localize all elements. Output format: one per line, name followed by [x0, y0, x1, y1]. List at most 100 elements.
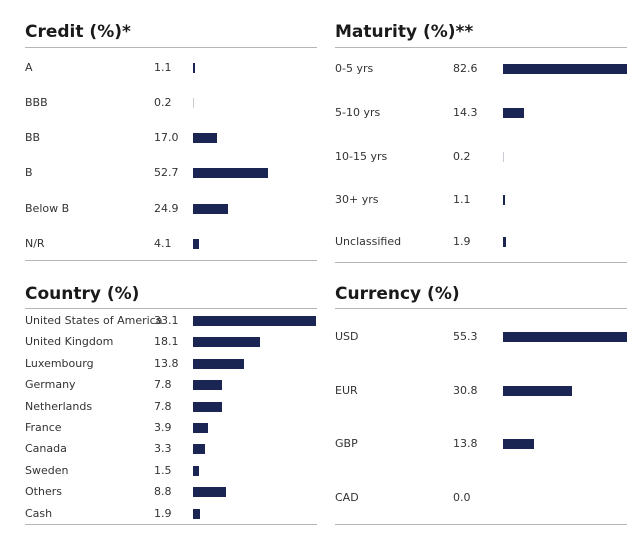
credit-value-label: 4.1 [154, 237, 172, 250]
credit-row: BBB 0.2 [25, 96, 317, 110]
credit-title: Credit (%)* [25, 22, 131, 42]
country-category-label: United Kingdom [25, 335, 114, 348]
maturity-bottom-rule [335, 262, 627, 263]
maturity-category-label: 10-15 yrs [335, 150, 388, 163]
credit-bar [193, 204, 229, 214]
country-value-label: 3.9 [154, 421, 172, 434]
maturity-bar [503, 237, 506, 247]
country-value-label: 13.8 [154, 357, 179, 370]
credit-value-label: 17.0 [154, 131, 179, 144]
country-category-label: Cash [25, 507, 53, 520]
maturity-category-label: 5-10 yrs [335, 106, 381, 119]
maturity-bar [503, 64, 627, 74]
country-value-label: 33.1 [154, 314, 179, 327]
country-row: Netherlands 7.8 [25, 400, 317, 414]
currency-bar [503, 439, 534, 449]
country-row: Sweden 1.5 [25, 464, 317, 478]
currency-row: EUR 30.8 [335, 384, 627, 398]
currency-row: GBP 13.8 [335, 437, 627, 451]
country-title: Country (%) [25, 284, 140, 304]
credit-title-rule [25, 47, 317, 48]
country-value-label: 3.3 [154, 442, 172, 455]
maturity-category-label: 0-5 yrs [335, 62, 374, 75]
currency-category-label: GBP [335, 437, 358, 450]
credit-bar [193, 168, 268, 178]
maturity-bar [503, 195, 505, 205]
maturity-value-label: 14.3 [453, 106, 478, 119]
currency-bar [503, 386, 572, 396]
currency-bar [503, 332, 627, 342]
credit-value-label: 24.9 [154, 202, 179, 215]
country-row: United States of America 33.1 [25, 314, 317, 328]
country-row: Luxembourg 13.8 [25, 357, 317, 371]
country-bar [193, 402, 223, 412]
country-bottom-rule [25, 524, 317, 525]
country-bar [193, 487, 226, 497]
maturity-value-label: 82.6 [453, 62, 478, 75]
maturity-title-rule [335, 47, 627, 48]
credit-category-label: BB [25, 131, 41, 144]
credit-bar [193, 239, 199, 249]
country-row: Germany 7.8 [25, 378, 317, 392]
maturity-bar [503, 108, 525, 118]
country-bar [193, 466, 199, 476]
maturity-value-label: 0.2 [453, 150, 471, 163]
maturity-value-label: 1.9 [453, 235, 471, 248]
maturity-row: Unclassified 1.9 [335, 235, 627, 249]
credit-row: B 52.7 [25, 166, 317, 180]
credit-row: Below B 24.9 [25, 202, 317, 216]
country-row: Others 8.8 [25, 485, 317, 499]
maturity-row: 5-10 yrs 14.3 [335, 106, 627, 120]
country-bar [193, 509, 201, 519]
country-row: Canada 3.3 [25, 442, 317, 456]
maturity-category-label: 30+ yrs [335, 193, 379, 206]
credit-row: BB 17.0 [25, 131, 317, 145]
country-value-label: 1.5 [154, 464, 172, 477]
credit-bar [193, 98, 194, 108]
currency-row: USD 55.3 [335, 330, 627, 344]
country-row: France 3.9 [25, 421, 317, 435]
country-value-label: 7.8 [154, 378, 172, 391]
credit-bar [193, 133, 218, 143]
country-title-rule [25, 308, 317, 309]
credit-bottom-rule [25, 260, 317, 261]
maturity-bar [503, 152, 504, 162]
country-bar [193, 380, 223, 390]
maturity-title: Maturity (%)** [335, 22, 474, 42]
currency-value-label: 13.8 [453, 437, 478, 450]
country-category-label: Others [25, 485, 62, 498]
credit-row: A 1.1 [25, 61, 317, 75]
currency-category-label: EUR [335, 384, 358, 397]
currency-title: Currency (%) [335, 284, 460, 304]
country-bar [193, 444, 206, 454]
country-value-label: 1.9 [154, 507, 172, 520]
credit-category-label: BBB [25, 96, 48, 109]
country-category-label: Germany [25, 378, 76, 391]
currency-title-rule [335, 308, 627, 309]
currency-panel: Currency (%) USD 55.3 EUR 30.8 GBP 13.8 CAD 0.0 [335, 284, 627, 526]
credit-category-label: N/R [25, 237, 45, 250]
credit-bar [193, 63, 195, 73]
country-value-label: 8.8 [154, 485, 172, 498]
currency-value-label: 30.8 [453, 384, 478, 397]
credit-category-label: B [25, 166, 33, 179]
country-bar [193, 316, 317, 326]
credit-row: N/R 4.1 [25, 237, 317, 251]
country-panel: Country (%) United States of America 33.1… [25, 284, 317, 526]
credit-value-label: 1.1 [154, 61, 172, 74]
country-value-label: 18.1 [154, 335, 179, 348]
maturity-panel: Maturity (%)** 0-5 yrs 82.6 5-10 yrs 14.3 10… [335, 22, 627, 264]
credit-value-label: 52.7 [154, 166, 179, 179]
credit-category-label: A [25, 61, 33, 74]
maturity-row: 0-5 yrs 82.6 [335, 62, 627, 76]
maturity-value-label: 1.1 [453, 193, 471, 206]
maturity-category-label: Unclassified [335, 235, 402, 248]
currency-category-label: USD [335, 330, 359, 343]
credit-value-label: 0.2 [154, 96, 172, 109]
country-category-label: Canada [25, 442, 67, 455]
credit-category-label: Below B [25, 202, 70, 215]
country-row: United Kingdom 18.1 [25, 335, 317, 349]
currency-value-label: 0.0 [453, 491, 471, 504]
maturity-row: 30+ yrs 1.1 [335, 193, 627, 207]
currency-bottom-rule [335, 524, 627, 525]
